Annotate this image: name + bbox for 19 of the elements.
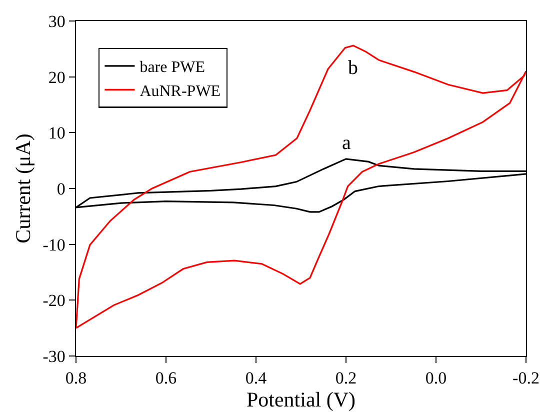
x-tick-label: 0.8 (65, 368, 87, 388)
annotation: b (348, 57, 358, 79)
annotation: a (342, 132, 351, 154)
x-tick-label: 0.2 (335, 368, 357, 388)
x-tick-label: -0.2 (512, 368, 540, 388)
x-tick-label: 0.4 (245, 368, 268, 388)
x-axis-title: Potential (V) (246, 388, 356, 412)
y-tick-label: 0 (56, 179, 66, 198)
y-tick-label: 20 (48, 68, 66, 87)
legend-label: AuNR-PWE (140, 82, 221, 100)
y-tick-label: 30 (48, 12, 66, 31)
x-tick-label: 0.0 (425, 368, 447, 388)
y-tick-label: -30 (42, 346, 66, 366)
x-tick-label: 0.6 (155, 368, 177, 388)
legend-label: bare PWE (140, 59, 206, 76)
y-tick-label: 10 (48, 124, 66, 143)
y-axis-title: Current (μA) (10, 134, 35, 244)
y-tick-label: -10 (42, 235, 66, 254)
y-tick-label: -20 (42, 291, 66, 310)
